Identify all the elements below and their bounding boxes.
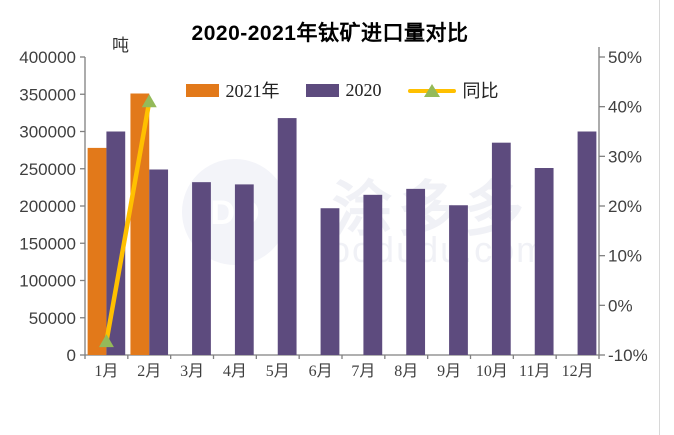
right-axis-tick-label: 40% — [608, 98, 642, 117]
left-axis-tick-label: 300000 — [19, 123, 76, 142]
legend-line-symbol — [407, 83, 456, 98]
x-axis-label-3月: 3月 — [180, 363, 204, 380]
triangle-marker-icon — [423, 83, 440, 97]
legend-item-2021[interactable]: 2021年 — [185, 77, 280, 103]
x-axis-label-2月: 2月 — [137, 363, 161, 380]
left-axis-tick-label: 400000 — [19, 48, 76, 67]
x-axis-label-1月: 1月 — [94, 363, 118, 380]
right-axis-tick-label: -10% — [608, 346, 648, 365]
right-axis-tick-label: 20% — [608, 197, 642, 216]
legend-label-2021: 2021年 — [225, 81, 280, 101]
bar-2020-3月 — [192, 182, 211, 355]
legend-label-yoy: 同比 — [462, 81, 499, 101]
bar-2020-6月 — [320, 208, 340, 355]
left-axis-tick-label: 150000 — [19, 234, 76, 253]
right-axis-tick-label: 50% — [608, 48, 642, 67]
x-axis-label-11月: 11月 — [519, 363, 550, 380]
yoy-marker-2月 — [141, 94, 157, 108]
yoy-marker-1月 — [98, 334, 114, 348]
bar-2020-8月 — [406, 188, 426, 355]
legend-swatch-2020 — [305, 83, 339, 97]
bar-2020-2月 — [149, 169, 169, 355]
bar-2020-5月 — [277, 118, 297, 355]
watermark-domain-text: oodudu.com — [330, 229, 548, 270]
left-axis-tick-label: 100000 — [19, 272, 76, 291]
right-axis-tick-label: 30% — [608, 147, 642, 166]
window-edge-divider — [659, 0, 660, 435]
chart-title: 2020-2021年钛矿进口量对比 — [191, 22, 469, 45]
left-axis-tick-label: 250000 — [19, 160, 76, 179]
x-axis-label-4月: 4月 — [223, 363, 247, 380]
right-axis-tick-label: 10% — [608, 247, 642, 266]
legend-label-2020: 2020 — [345, 79, 382, 100]
bar-2020-7月 — [363, 194, 383, 355]
legend-swatch-2021 — [185, 83, 219, 97]
yoy-line — [104, 99, 152, 344]
bar-2020-9月 — [449, 205, 468, 355]
x-axis-label-7月: 7月 — [351, 363, 375, 380]
bar-2020-10月 — [491, 142, 511, 355]
bar-2020-11月 — [534, 168, 554, 355]
x-axis-label-10月: 10月 — [476, 363, 508, 380]
left-axis-tick-label: 50000 — [29, 309, 76, 328]
bar-2020-4月 — [234, 184, 254, 355]
legend-item-yoy[interactable]: 同比 — [407, 77, 499, 103]
x-axis-label-5月: 5月 — [266, 363, 290, 380]
bar-2020-12月 — [577, 131, 597, 355]
x-axis-label-8月: 8月 — [394, 363, 418, 380]
x-axis-label-6月: 6月 — [309, 363, 333, 380]
left-axis-tick-label: 200000 — [19, 197, 76, 216]
legend-item-2020[interactable]: 2020 — [305, 79, 382, 101]
right-axis-tick-label: 0% — [608, 296, 633, 315]
left-axis-unit-label: 吨 — [112, 36, 129, 55]
legend: 2021年 2020 同比 — [85, 79, 599, 101]
left-axis-tick-label: 0 — [67, 346, 76, 365]
bar-2021-2月 — [130, 93, 150, 355]
bar-2020-1月 — [106, 131, 126, 355]
bar-2021-1月 — [87, 147, 107, 355]
x-axis-label-12月: 12月 — [562, 363, 594, 380]
x-axis-label-9月: 9月 — [437, 363, 461, 380]
left-axis-tick-label: 350000 — [19, 85, 76, 104]
